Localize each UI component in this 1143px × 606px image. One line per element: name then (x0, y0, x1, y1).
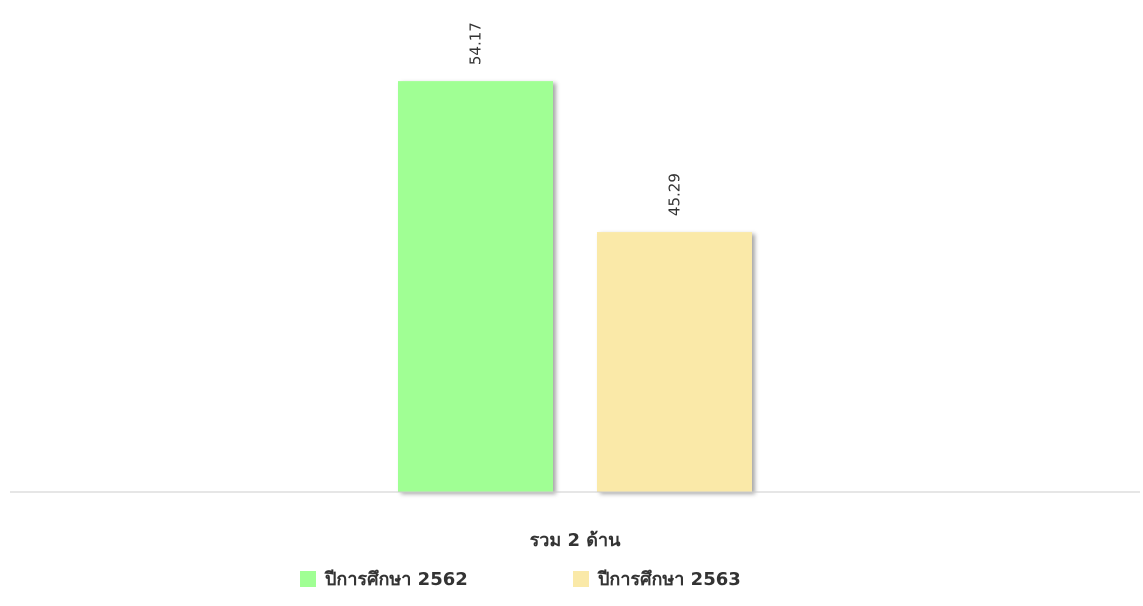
legend-swatch (300, 571, 316, 587)
x-tick-label: รวม 2 ด้าน (530, 530, 621, 551)
data-label: 54.17 (467, 22, 485, 65)
legend-label: ปีการศึกษา 2563 (597, 569, 741, 590)
legend-label: ปีการศึกษา 2562 (324, 569, 468, 590)
bar (597, 232, 752, 492)
data-label: 45.29 (666, 173, 684, 216)
legend-swatch (573, 571, 589, 587)
bar (398, 81, 553, 493)
